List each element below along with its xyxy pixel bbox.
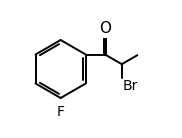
Text: O: O	[99, 21, 111, 36]
Text: F: F	[57, 105, 65, 119]
Text: Br: Br	[122, 79, 138, 93]
